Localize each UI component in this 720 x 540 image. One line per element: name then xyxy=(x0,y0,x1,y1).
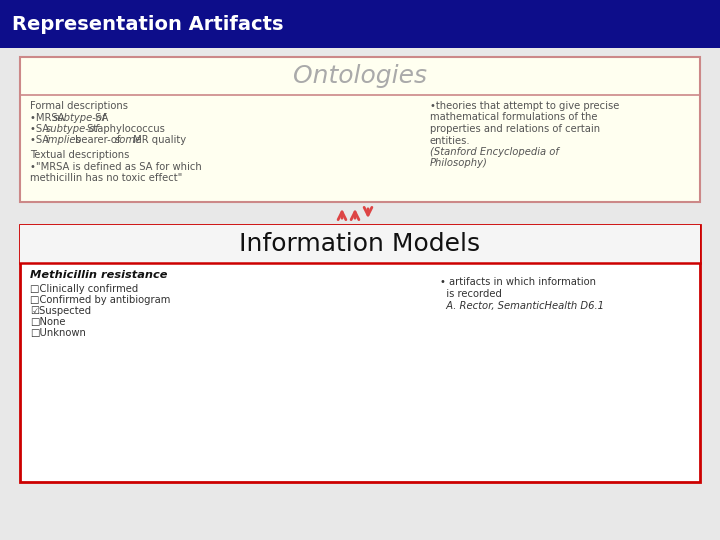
Text: Representation Artifacts: Representation Artifacts xyxy=(12,15,284,33)
Text: ☑Suspected: ☑Suspected xyxy=(30,306,91,316)
Text: •SA: •SA xyxy=(30,124,53,134)
Text: •MRSA: •MRSA xyxy=(30,113,68,123)
Text: Formal descriptions: Formal descriptions xyxy=(30,101,128,111)
Text: □Confirmed by antibiogram: □Confirmed by antibiogram xyxy=(30,295,171,305)
Text: some: some xyxy=(114,135,142,145)
Text: A. Rector, SemanticHealth D6.1: A. Rector, SemanticHealth D6.1 xyxy=(440,301,604,311)
FancyBboxPatch shape xyxy=(20,225,700,263)
Text: subtype-of: subtype-of xyxy=(53,113,107,123)
Text: Staphylococcus: Staphylococcus xyxy=(84,124,165,134)
Text: •SA: •SA xyxy=(30,135,53,145)
Text: Ontologies: Ontologies xyxy=(293,64,427,88)
Text: bearer-of: bearer-of xyxy=(72,135,124,145)
FancyBboxPatch shape xyxy=(20,225,700,482)
Text: •theories that attempt to give precise: •theories that attempt to give precise xyxy=(430,101,619,111)
Bar xyxy=(0,0,720,48)
Text: subtype-of: subtype-of xyxy=(45,124,99,134)
Text: is recorded: is recorded xyxy=(440,289,502,299)
Text: properties and relations of certain: properties and relations of certain xyxy=(430,124,600,134)
FancyBboxPatch shape xyxy=(20,57,700,202)
Text: mathematical formulations of the: mathematical formulations of the xyxy=(430,112,598,123)
Text: SA: SA xyxy=(91,113,108,123)
Text: Philosophy): Philosophy) xyxy=(430,159,488,168)
Text: □None: □None xyxy=(30,317,66,327)
Text: •"MRSA is defined as SA for which: •"MRSA is defined as SA for which xyxy=(30,162,202,172)
Text: entities.: entities. xyxy=(430,136,471,145)
Text: □Unknown: □Unknown xyxy=(30,328,86,338)
Text: Textual descriptions: Textual descriptions xyxy=(30,150,130,160)
Text: methicillin has no toxic effect": methicillin has no toxic effect" xyxy=(30,173,182,183)
Text: □Clinically confirmed: □Clinically confirmed xyxy=(30,284,138,294)
Text: Information Models: Information Models xyxy=(240,232,480,256)
Text: implies: implies xyxy=(45,135,81,145)
Text: • artifacts in which information: • artifacts in which information xyxy=(440,277,596,287)
Text: Methicillin resistance: Methicillin resistance xyxy=(30,270,168,280)
Text: MR quality: MR quality xyxy=(130,135,186,145)
Text: (Stanford Encyclopedia of: (Stanford Encyclopedia of xyxy=(430,147,559,157)
